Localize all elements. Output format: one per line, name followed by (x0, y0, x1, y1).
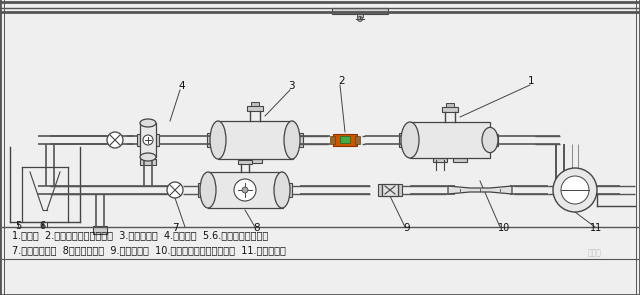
Circle shape (358, 17, 362, 22)
Circle shape (553, 168, 597, 212)
Bar (355, 136, 360, 144)
Bar (251, 102, 259, 106)
Bar (140, 123, 156, 157)
Bar (442, 107, 458, 112)
Bar (155, 134, 159, 146)
Bar (242, 156, 248, 160)
Ellipse shape (200, 172, 216, 208)
Circle shape (242, 187, 248, 193)
Bar (398, 184, 402, 196)
Ellipse shape (210, 121, 226, 159)
Bar (330, 136, 335, 144)
Circle shape (143, 135, 153, 145)
Circle shape (561, 176, 589, 204)
Bar (93, 226, 107, 234)
Bar (248, 159, 262, 163)
Text: 2: 2 (338, 76, 344, 86)
Bar (140, 159, 156, 165)
Bar (433, 158, 447, 162)
Text: 9: 9 (403, 223, 410, 233)
Bar (207, 133, 213, 147)
Ellipse shape (482, 127, 498, 153)
Text: 7.工况调节间阀  8．稳压整流筒  9.电磁流量计  10.系统正反向运行控制间阀  11.辅助泵机组: 7.工况调节间阀 8．稳压整流筒 9.电磁流量计 10.系统正反向运行控制间阀 … (12, 245, 286, 255)
Bar (492, 134, 498, 146)
Bar (357, 14, 363, 17)
Ellipse shape (401, 122, 419, 158)
Ellipse shape (284, 121, 300, 159)
Bar (218, 121, 293, 159)
Text: 11: 11 (590, 223, 602, 233)
Polygon shape (448, 186, 512, 194)
Bar (297, 133, 303, 147)
Bar (382, 184, 398, 196)
Bar (137, 134, 141, 146)
Ellipse shape (274, 172, 290, 208)
Bar (333, 134, 357, 146)
Text: 10: 10 (498, 223, 510, 233)
Text: 7: 7 (172, 223, 179, 233)
Bar (198, 183, 204, 197)
Circle shape (107, 132, 123, 148)
Text: 4: 4 (178, 81, 184, 91)
Bar (378, 184, 382, 196)
Text: 1: 1 (528, 76, 534, 86)
Bar (340, 136, 350, 143)
Ellipse shape (140, 119, 156, 127)
Text: 6: 6 (39, 221, 45, 231)
Ellipse shape (140, 153, 156, 161)
Bar (453, 158, 467, 162)
Bar (238, 160, 252, 164)
Bar (446, 103, 454, 107)
Text: 3: 3 (288, 81, 294, 91)
Bar (410, 122, 490, 158)
Bar (208, 172, 283, 208)
Text: 5: 5 (15, 221, 21, 231)
Text: 8: 8 (253, 223, 260, 233)
Circle shape (167, 182, 183, 198)
Text: 1.进水箱  2.受试泵装置及驱动电机  3.压力出水箱  4.分叉水箱  5.6.流量原位标定装置: 1.进水箱 2.受试泵装置及驱动电机 3.压力出水箱 4.分叉水箱 5.6.流量… (12, 230, 268, 240)
Bar (247, 106, 263, 111)
Text: 淳方图: 淳方图 (588, 248, 602, 257)
Bar (399, 133, 405, 147)
Bar (332, 8, 388, 14)
Bar (286, 183, 292, 197)
Circle shape (234, 179, 256, 201)
